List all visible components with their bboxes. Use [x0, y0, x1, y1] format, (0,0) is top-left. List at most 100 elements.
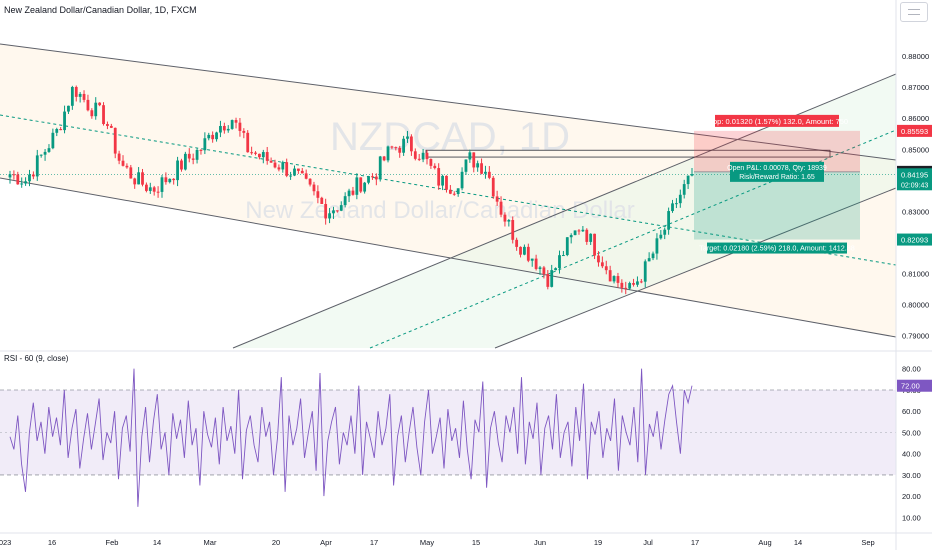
candle-body — [476, 163, 480, 168]
candle-body — [47, 148, 51, 152]
candle-body — [289, 175, 292, 177]
candle-body — [612, 276, 616, 282]
candle-body — [51, 132, 55, 149]
candle-body — [226, 128, 230, 131]
candle-body — [554, 268, 557, 271]
candle-body — [550, 270, 554, 287]
candle-body — [308, 178, 312, 185]
candle-body — [125, 165, 129, 168]
candle-body — [98, 102, 102, 106]
stop-price-tag: 0.85593 — [901, 127, 928, 136]
candle-body — [394, 147, 398, 149]
candle-body — [109, 125, 113, 128]
target-zone — [694, 171, 860, 240]
candle-body — [24, 181, 27, 184]
candle-body — [43, 151, 47, 155]
candle-body — [20, 183, 24, 185]
candle-body — [324, 203, 328, 219]
candle-body — [137, 172, 141, 185]
candle-body — [16, 174, 20, 185]
candle-body — [113, 127, 117, 154]
candle-body — [651, 253, 655, 259]
candle-body — [472, 152, 476, 168]
candle-body — [90, 110, 94, 117]
candle-body — [456, 188, 460, 195]
candle-body — [363, 182, 367, 192]
rsi-pane[interactable] — [0, 368, 896, 507]
candle-body — [378, 156, 382, 180]
candle-body — [207, 134, 211, 139]
time-tick-label: 20 — [272, 538, 280, 547]
candle-body — [187, 153, 191, 159]
candle-body — [199, 149, 203, 151]
candle-body — [12, 174, 16, 176]
candle-body — [526, 246, 530, 261]
candle-body — [160, 177, 164, 192]
time-tick-label: Mar — [204, 538, 217, 547]
price-pane[interactable]: NZDCAD, 1D New Zealand Dollar/Canadian Do… — [0, 43, 897, 349]
candle-body — [86, 99, 90, 111]
time-tick-label: Feb — [106, 538, 119, 547]
last-price-tag: 0.84195 — [901, 170, 928, 179]
candle-body — [593, 233, 596, 256]
candle-body — [28, 174, 31, 182]
candle-body — [312, 184, 316, 192]
candle-body — [429, 159, 433, 166]
candle-body — [448, 189, 452, 194]
candle-body — [663, 229, 667, 235]
candle-body — [180, 160, 183, 170]
candle-body — [141, 172, 144, 185]
menu-icon[interactable] — [900, 2, 928, 22]
candle-body — [530, 258, 534, 261]
rsi-tick-label: 20.00 — [902, 492, 921, 501]
candle-body — [335, 210, 339, 212]
last-price-tag-countdown: 02:09:43 — [901, 182, 928, 189]
candle-body — [300, 170, 304, 174]
rsi-value-tag: 72.00 — [901, 382, 920, 391]
time-tick-label: 19 — [594, 538, 602, 547]
candle-body — [468, 152, 472, 160]
asc-channel-lower-line — [494, 187, 897, 349]
candle-body — [250, 152, 254, 154]
target-price-tag: 0.82093 — [901, 236, 928, 245]
candle-body — [507, 219, 511, 222]
time-tick-label: 14 — [153, 538, 161, 547]
rsi-series-line — [9, 368, 693, 507]
time-tick-label: 16 — [48, 538, 56, 547]
candle-body — [39, 154, 43, 156]
candle-body — [452, 193, 456, 195]
candle-body — [8, 174, 12, 178]
candle-body — [495, 196, 499, 202]
candle-body — [121, 160, 125, 166]
rsi-tick-label: 30.00 — [902, 471, 921, 480]
candle-body — [168, 178, 172, 183]
candle-body — [425, 152, 429, 160]
candle-body — [371, 176, 374, 178]
candle-body — [581, 229, 585, 232]
candle-body — [148, 187, 152, 191]
candle-body — [35, 155, 39, 177]
rsi-tick-label: 80.00 — [902, 365, 921, 374]
candle-body — [67, 105, 70, 112]
candle-body — [238, 122, 242, 131]
candle-body — [558, 255, 561, 269]
candle-body — [406, 136, 409, 139]
candle-body — [499, 201, 503, 215]
candle-body — [94, 102, 98, 117]
time-tick-label: 2023 — [0, 538, 11, 547]
candle-body — [390, 146, 394, 148]
stop-price-tag-bg — [897, 124, 932, 137]
candle-body — [410, 136, 413, 152]
candle-body — [659, 234, 663, 239]
candle-body — [417, 158, 421, 160]
candle-body — [203, 138, 207, 151]
candle-body — [491, 177, 495, 197]
time-tick-label: Jul — [643, 538, 653, 547]
time-tick-label: Jun — [534, 538, 546, 547]
candle-body — [320, 197, 324, 204]
candle-body — [480, 163, 483, 174]
watermark-symbol: NZDCAD, 1D — [330, 115, 570, 159]
candle-body — [285, 162, 289, 176]
price-tick-label: 0.83000 — [902, 207, 929, 216]
